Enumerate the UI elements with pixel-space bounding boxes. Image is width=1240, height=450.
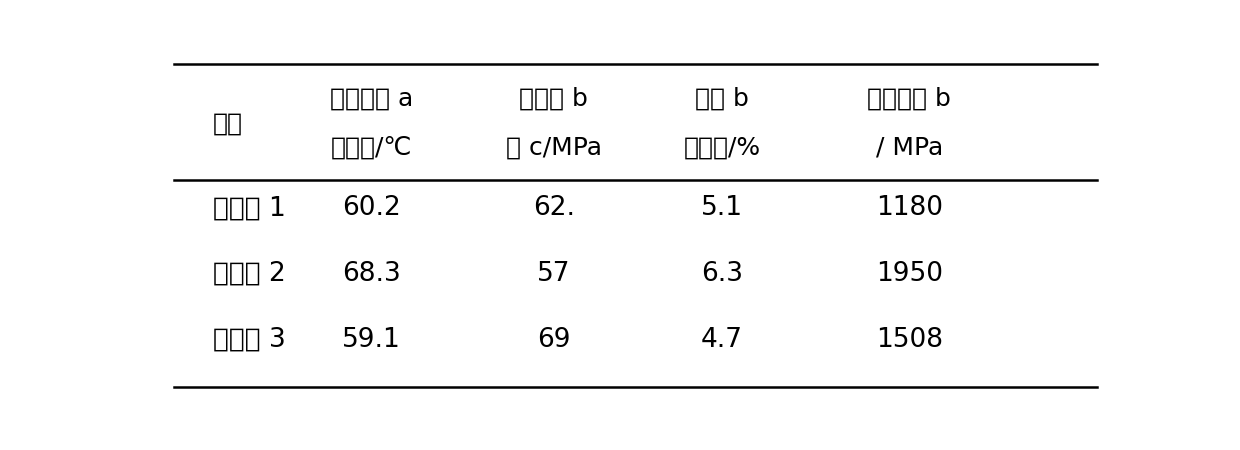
Text: 1508: 1508 bbox=[875, 327, 942, 353]
Text: 6.3: 6.3 bbox=[701, 261, 743, 287]
Text: 1180: 1180 bbox=[875, 195, 942, 221]
Text: 5.1: 5.1 bbox=[701, 195, 743, 221]
Text: 断裂 b: 断裂 b bbox=[696, 87, 749, 111]
Text: 4.7: 4.7 bbox=[701, 327, 743, 353]
Text: 实施例 3: 实施例 3 bbox=[213, 327, 285, 353]
Text: 实施例 2: 实施例 2 bbox=[213, 261, 285, 287]
Text: 变温度/℃: 变温度/℃ bbox=[331, 135, 412, 160]
Text: 60.2: 60.2 bbox=[342, 195, 401, 221]
Text: / MPa: / MPa bbox=[875, 135, 942, 160]
Text: 69: 69 bbox=[537, 327, 570, 353]
Text: 实施例 1: 实施例 1 bbox=[213, 195, 285, 221]
Text: 68.3: 68.3 bbox=[342, 261, 401, 287]
Text: 玻璃化转 a: 玻璃化转 a bbox=[330, 87, 413, 111]
Text: 57: 57 bbox=[537, 261, 570, 287]
Text: 编号: 编号 bbox=[213, 111, 243, 135]
Text: 62.: 62. bbox=[533, 195, 575, 221]
Text: 拉伸模量 b: 拉伸模量 b bbox=[868, 87, 951, 111]
Text: 度 c/MPa: 度 c/MPa bbox=[506, 135, 601, 160]
Text: 59.1: 59.1 bbox=[342, 327, 401, 353]
Text: 拉伸强 b: 拉伸强 b bbox=[520, 87, 588, 111]
Text: 1950: 1950 bbox=[875, 261, 942, 287]
Text: 伸长率/%: 伸长率/% bbox=[683, 135, 760, 160]
